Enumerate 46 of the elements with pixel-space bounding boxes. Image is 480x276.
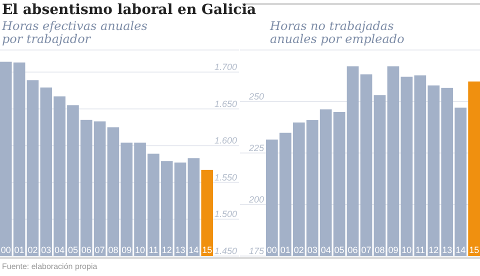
- chart-subtitle: Horas efectivas anuales por trabajador: [1, 19, 148, 46]
- x-tick-label: 11: [148, 245, 158, 255]
- x-tick-label: 14: [188, 245, 199, 255]
- y-tick-label: 200: [248, 194, 264, 204]
- x-tick-label: 01: [280, 245, 290, 255]
- x-tick-label: 11: [415, 245, 425, 255]
- x-tick-label: 10: [135, 245, 146, 255]
- x-tick-label: 13: [442, 245, 452, 255]
- x-tick-label: 04: [54, 245, 65, 255]
- chart-subtitle: Horas no trabajadas anuales por empleado: [269, 19, 404, 46]
- x-tick-label: 10: [402, 245, 412, 255]
- x-tick-label: 03: [41, 245, 52, 255]
- x-tick-label: 15: [202, 245, 212, 255]
- x-tick-label: 04: [320, 245, 331, 255]
- x-tick-label: 15: [469, 245, 480, 255]
- x-tick-label: 13: [175, 245, 186, 255]
- chart-title: El absentismo laboral en Galicia: [2, 2, 256, 18]
- x-tick-label: 05: [334, 245, 344, 255]
- x-tick-label: 09: [388, 245, 398, 255]
- x-tick-label: 02: [28, 245, 38, 255]
- y-tick-label: 1.700: [214, 62, 237, 72]
- y-tick-label: 250: [248, 92, 264, 102]
- y-tick-label: 1.500: [214, 209, 237, 220]
- source-note: Fuente: elaboración propia: [2, 262, 98, 271]
- x-tick-label: 09: [122, 245, 132, 255]
- x-tick-label: 03: [307, 245, 318, 255]
- y-tick-label: 225: [248, 143, 265, 153]
- x-tick-label: 07: [94, 245, 105, 255]
- x-tick-label: 01: [14, 245, 24, 255]
- y-tick-label: 1.450: [214, 246, 237, 256]
- y-tick-label: 175: [248, 246, 265, 256]
- x-tick-label: 00: [266, 245, 277, 255]
- x-tick-label: 08: [108, 245, 118, 255]
- x-tick-label: 12: [428, 245, 439, 255]
- x-tick-label: 00: [0, 245, 11, 255]
- y-tick-label: 1.650: [214, 98, 237, 109]
- y-tick-label: 1.550: [214, 172, 237, 182]
- x-tick-label: 02: [294, 245, 304, 255]
- x-tick-label: 14: [456, 245, 466, 255]
- x-tick-label: 05: [68, 245, 78, 255]
- x-tick-label: 12: [162, 245, 172, 255]
- y-tick-label: 1.600: [214, 136, 237, 146]
- x-tick-label: 06: [81, 245, 92, 255]
- x-tick-label: 07: [361, 245, 372, 255]
- x-tick-label: 06: [348, 245, 358, 255]
- x-tick-label: 08: [374, 245, 385, 255]
